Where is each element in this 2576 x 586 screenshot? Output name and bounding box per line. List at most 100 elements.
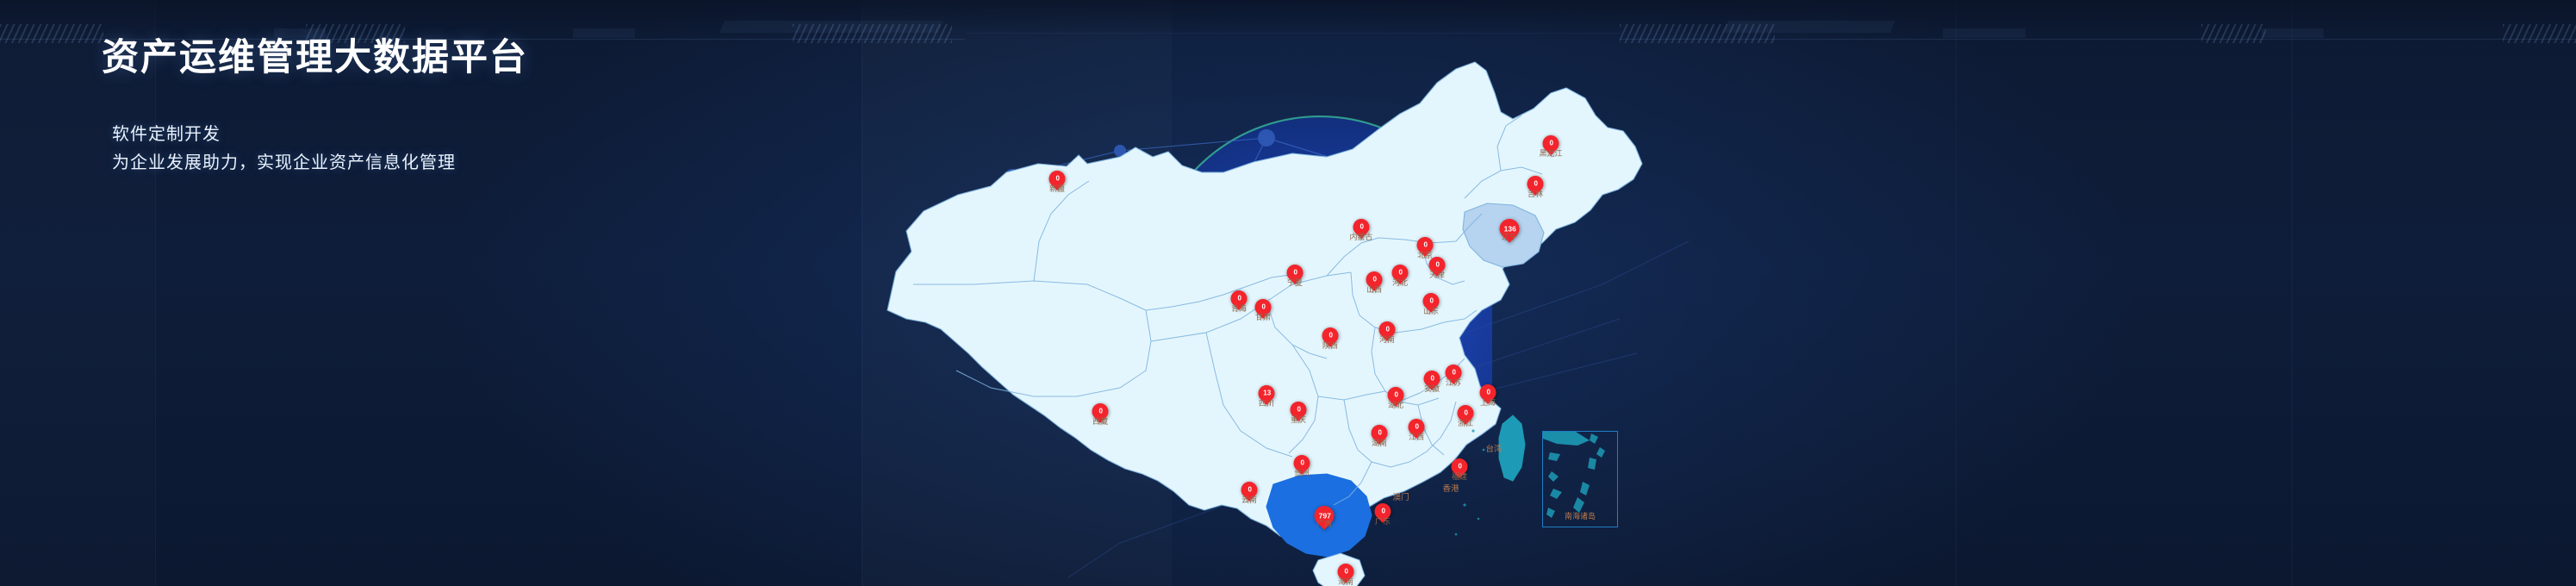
map-marker-yunnan[interactable]: 0 云南	[1237, 478, 1261, 504]
map-marker-xizang[interactable]: 0 西藏	[1088, 400, 1112, 426]
china-map[interactable]: 南海诸岛 香港 澳门 台湾 0 新疆 0 黑龙江 0 吉林 136 辽宁 0 内蒙古 0 北京 0 天津 0 宁夏…	[862, 26, 1732, 586]
marker-label: 新疆	[1048, 184, 1066, 193]
marker-value: 0	[1428, 296, 1434, 305]
marker-label: 西藏	[1092, 417, 1109, 426]
subtitle-line-1: 软件定制开发	[112, 125, 221, 144]
map-marker-tianjin[interactable]: 0 天津	[1425, 253, 1449, 279]
marker-value: 0	[1299, 458, 1304, 467]
marker-value: 0	[1414, 422, 1419, 431]
map-marker-shanxi[interactable]: 0 山西	[1362, 268, 1386, 294]
map-marker-anhui[interactable]: 0 安徽	[1420, 367, 1444, 393]
map-marker-fujian[interactable]: 0 福建	[1447, 455, 1472, 481]
map-marker-hainan[interactable]: 0 海南	[1334, 560, 1358, 586]
map-marker-liaoning[interactable]: 136 辽宁	[1495, 215, 1524, 243]
marker-label: 四川	[1258, 399, 1275, 408]
map-marker-jiangsu[interactable]: 0 江苏	[1441, 361, 1465, 387]
marker-value: 0	[1055, 174, 1060, 183]
marker-label: 福建	[1451, 472, 1468, 481]
map-marker-beijing[interactable]: 0 北京	[1413, 234, 1437, 259]
top-chip-2	[573, 28, 635, 38]
marker-value: 0	[1422, 240, 1428, 249]
bg-panel-wash-1	[0, 0, 155, 586]
marker-value: 797	[1317, 511, 1331, 521]
marker-value: 0	[1429, 374, 1434, 383]
marker-label: 青海	[1230, 304, 1248, 313]
map-marker-shaanxi[interactable]: 0 陕西	[1318, 324, 1342, 350]
marker-label: 天津	[1428, 271, 1446, 279]
marker-label: 吉林	[1527, 190, 1544, 198]
marker-label: 广东	[1374, 517, 1391, 526]
marker-value: 0	[1098, 407, 1103, 415]
marker-value: 0	[1343, 567, 1348, 576]
map-marker-sichuan[interactable]: 13 四川	[1254, 382, 1279, 408]
marker-value: 0	[1384, 325, 1390, 334]
decorative-sea-lines	[1067, 240, 1689, 578]
map-marker-hunan[interactable]: 0 湖南	[1367, 421, 1391, 447]
marker-value: 0	[1533, 179, 1538, 188]
top-hatch-1	[0, 24, 103, 43]
top-notch-2	[1723, 21, 1895, 33]
top-hairline-mid	[965, 33, 1620, 34]
map-marker-zhejiang[interactable]: 0 浙江	[1453, 402, 1478, 427]
marker-value: 0	[1247, 485, 1252, 494]
top-hatch-6	[2503, 24, 2576, 43]
marker-value: 0	[1292, 268, 1297, 277]
marker-label: 广西	[1316, 520, 1333, 528]
map-marker-ningxia[interactable]: 0 宁夏	[1283, 261, 1307, 287]
subtitle-line-2: 为企业发展助力，实现企业资产信息化管理	[112, 153, 456, 172]
marker-label: 山东	[1422, 307, 1440, 315]
map-marker-qinghai[interactable]: 0 青海	[1227, 287, 1251, 313]
top-hairline-right	[1620, 39, 2576, 40]
marker-label: 湖北	[1387, 401, 1404, 409]
top-chip-3	[1943, 28, 2025, 38]
map-marker-hebei[interactable]: 0 河北	[1388, 261, 1412, 287]
marker-label: 海南	[1337, 577, 1354, 586]
sea-islets	[1454, 429, 1485, 536]
marker-value: 0	[1260, 302, 1266, 311]
marker-value: 0	[1372, 275, 1377, 284]
map-marker-jiangxi[interactable]: 0 江西	[1404, 415, 1428, 441]
marker-value: 0	[1548, 139, 1553, 147]
map-marker-guangdong[interactable]: 0 广东	[1371, 500, 1395, 526]
map-marker-gansu[interactable]: 0 甘肃	[1251, 296, 1275, 321]
marker-label: 云南	[1241, 496, 1258, 504]
marker-value: 0	[1463, 408, 1468, 417]
top-hatch-4	[1620, 24, 1775, 43]
map-marker-xinjiang[interactable]: 0 新疆	[1045, 167, 1069, 193]
top-decoration-band	[0, 0, 2576, 40]
map-marker-jilin[interactable]: 0 吉林	[1523, 172, 1547, 198]
top-hatch-3	[793, 24, 952, 43]
bg-seam-1	[155, 0, 156, 586]
taiwan-island	[1498, 415, 1526, 482]
marker-value: 0	[1328, 331, 1333, 340]
marker-value: 0	[1380, 507, 1385, 515]
marker-value: 0	[1377, 428, 1382, 437]
top-hairline-left	[0, 39, 965, 40]
marker-value: 0	[1457, 462, 1462, 471]
province-boundaries	[913, 115, 1543, 506]
bg-seam-4	[2292, 0, 2293, 586]
marker-label: 湖南	[1371, 439, 1388, 447]
map-marker-neimenggu[interactable]: 0 内蒙古	[1349, 215, 1373, 241]
marker-label: 河南	[1378, 335, 1396, 344]
map-marker-guizhou[interactable]: 0 贵州	[1290, 452, 1314, 477]
marker-label: 浙江	[1457, 419, 1474, 427]
map-marker-heilongjiang[interactable]: 0 黑龙江	[1539, 132, 1563, 158]
map-marker-henan[interactable]: 0 河南	[1375, 318, 1399, 344]
inset-caption: 南海诸岛	[1564, 512, 1596, 521]
inset-islands-svg	[1543, 432, 1605, 518]
marker-value: 0	[1359, 222, 1364, 231]
map-marker-hubei[interactable]: 0 湖北	[1384, 383, 1408, 409]
marker-label: 贵州	[1293, 469, 1310, 477]
marker-label: 辽宁	[1501, 233, 1518, 241]
marker-value: 0	[1397, 268, 1403, 277]
marker-label: 内蒙古	[1349, 233, 1373, 241]
map-marker-guangxi[interactable]: 797 广西	[1310, 502, 1339, 530]
map-marker-shandong[interactable]: 0 山东	[1419, 290, 1443, 315]
marker-value: 0	[1236, 294, 1241, 302]
top-chip-4	[2262, 28, 2324, 38]
map-marker-shanghai[interactable]: 0 上海	[1476, 381, 1500, 407]
marker-label: 甘肃	[1254, 313, 1272, 321]
map-marker-chongqing[interactable]: 0 重庆	[1286, 398, 1310, 424]
